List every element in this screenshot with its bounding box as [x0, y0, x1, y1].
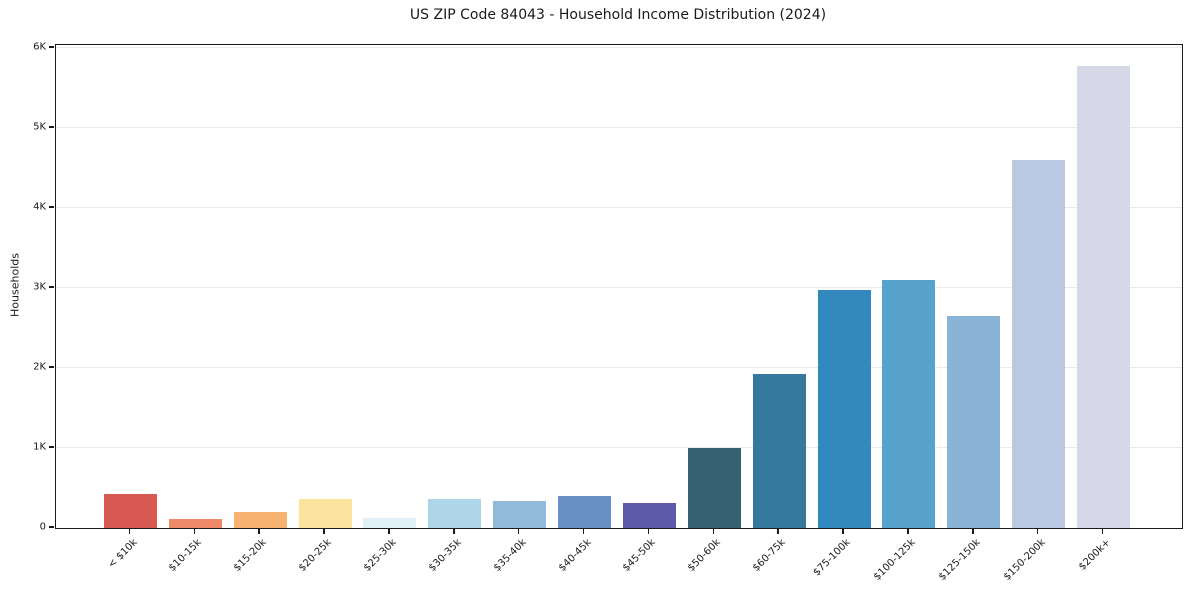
bar-$75-100k: [817, 290, 871, 528]
bar-$45-50k: [622, 502, 676, 528]
plot-area: [55, 44, 1183, 529]
bar-$15-20k: [233, 512, 287, 528]
chart-title: US ZIP Code 84043 - Household Income Dis…: [409, 7, 827, 23]
bar-$35-40k: [493, 501, 547, 528]
x-tick-mark-$25-30k: [388, 528, 390, 534]
bar-$40-45k: [558, 496, 612, 528]
x-tick-mark-$100-125k: [907, 528, 909, 534]
x-tick-mark-$200k+: [1101, 528, 1104, 534]
gridline-4K: [56, 207, 1182, 208]
y-tick-mark-4K: [49, 206, 54, 208]
x-tick-mark-$35-40k: [517, 528, 520, 534]
x-tick-mark-$75-100k: [842, 528, 844, 534]
gridline-6K: [56, 47, 1182, 48]
x-tick-mark-$30-35k: [453, 528, 455, 534]
bar-$125-150k: [947, 316, 1001, 528]
bar-$10-15k: [168, 519, 222, 528]
y-tick-mark-5K: [49, 126, 54, 128]
gridline-2K: [56, 367, 1182, 368]
bar-$50-60k: [687, 448, 741, 528]
y-tick-mark-0: [49, 526, 54, 528]
x-tick-mark-$45-50k: [647, 528, 650, 534]
y-tick-label-2K: 2K: [33, 361, 46, 373]
bar-$60-75k: [752, 374, 806, 528]
bar-$25-30k: [363, 518, 417, 528]
x-tick-mark-$10-15k: [193, 528, 196, 534]
bar-< $10k: [104, 494, 157, 528]
x-tick-mark-$15-20k: [258, 528, 260, 534]
bar-$150-200k: [1012, 160, 1066, 528]
x-tick-mark-$150-200k: [1036, 528, 1039, 534]
bar-$200k+: [1077, 65, 1130, 528]
x-tick-mark-$60-75k: [777, 528, 779, 534]
y-tick-mark-3K: [49, 286, 54, 288]
x-tick-mark-$40-45k: [582, 528, 585, 534]
x-tick-mark-$20-25k: [323, 528, 325, 534]
y-tick-label-3K: 3K: [33, 281, 46, 293]
y-tick-mark-1K: [49, 446, 54, 448]
bar-$100-125k: [882, 280, 936, 528]
bar-$30-35k: [428, 499, 482, 528]
y-tick-label-0: 0: [39, 521, 46, 533]
x-tick-mark-$125-150k: [972, 528, 974, 534]
gridline-3K: [56, 287, 1182, 288]
bar-$20-25k: [298, 499, 352, 528]
gridline-5K: [56, 127, 1182, 128]
y-tick-mark-6K: [49, 46, 54, 48]
x-tick-mark-$50-60k: [712, 528, 715, 534]
gridline-1K: [56, 447, 1182, 448]
y-tick-mark-2K: [49, 366, 54, 368]
y-tick-label-4K: 4K: [33, 201, 46, 213]
y-tick-label-6K: 6K: [33, 41, 46, 53]
y-tick-label-5K: 5K: [33, 121, 46, 133]
y-tick-label-1K: 1K: [33, 441, 46, 453]
x-tick-mark-< $10k: [128, 528, 131, 534]
x-tick-label-< $10k: < $10k: [105, 537, 140, 571]
